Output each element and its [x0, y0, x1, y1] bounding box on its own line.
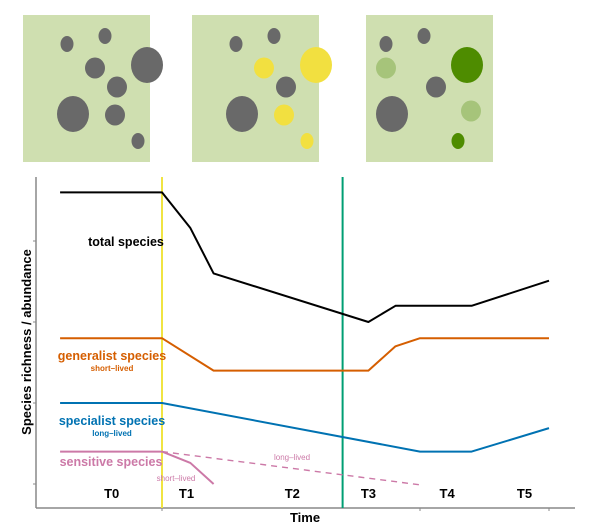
y-axis-label: Species richness / abundance	[19, 249, 34, 435]
species-patch	[417, 28, 431, 44]
period-label-t0: T0	[104, 486, 119, 501]
period-label-t4: T4	[440, 486, 456, 501]
species-patch	[98, 28, 112, 44]
period-label-t1: T1	[179, 486, 194, 501]
series-total-species	[60, 191, 550, 323]
disturbance-lines	[161, 177, 344, 508]
period-labels: T0 T1 T2 T3 T4 T5	[104, 486, 532, 501]
panel-recovery	[366, 15, 493, 162]
species-patch	[376, 96, 408, 132]
label-total-species: total species	[88, 235, 164, 249]
species-patch	[461, 100, 481, 122]
species-patch	[300, 133, 314, 149]
series-generalist-species	[60, 337, 549, 372]
species-patch	[85, 57, 105, 79]
label-sensitive-long-lived: long–lived	[274, 453, 310, 462]
species-patch	[376, 57, 396, 79]
period-label-t2: T2	[285, 486, 300, 501]
series-lines	[60, 191, 550, 486]
species-patch	[379, 36, 393, 52]
species-patch	[274, 104, 294, 126]
species-patch	[226, 96, 258, 132]
x-axis-label: Time	[290, 510, 320, 525]
label-sensitive-short-lived: short–lived	[157, 474, 196, 483]
species-patch	[451, 47, 483, 83]
species-patch	[107, 76, 127, 98]
label-generalist-species: generalist species	[58, 349, 166, 363]
species-patch	[426, 76, 446, 98]
label-specialist-species: specialist species	[59, 414, 165, 428]
axes	[33, 177, 575, 511]
line-chart: total species generalist species short–l…	[19, 177, 575, 525]
species-patch	[131, 47, 163, 83]
period-label-t3: T3	[361, 486, 376, 501]
species-patch	[105, 104, 125, 126]
species-patch	[131, 133, 145, 149]
label-generalist-short-lived: short–lived	[91, 364, 134, 373]
species-patch	[276, 76, 296, 98]
series-sensitive-species-short-lived	[60, 450, 215, 485]
panel-before	[23, 15, 163, 162]
panel-disturbance	[192, 15, 332, 162]
label-specialist-long-lived: long–lived	[92, 429, 132, 438]
series-specialist-species	[60, 402, 550, 453]
landscape-panels	[23, 15, 493, 162]
label-sensitive-species: sensitive species	[60, 455, 163, 469]
species-patch	[60, 36, 74, 52]
species-patch	[229, 36, 243, 52]
species-patch	[267, 28, 281, 44]
period-label-t5: T5	[517, 486, 532, 501]
panel-background	[23, 15, 150, 162]
species-patch	[254, 57, 274, 79]
species-patch	[300, 47, 332, 83]
species-patch	[57, 96, 89, 132]
species-patch	[451, 133, 465, 149]
panel-background	[192, 15, 319, 162]
